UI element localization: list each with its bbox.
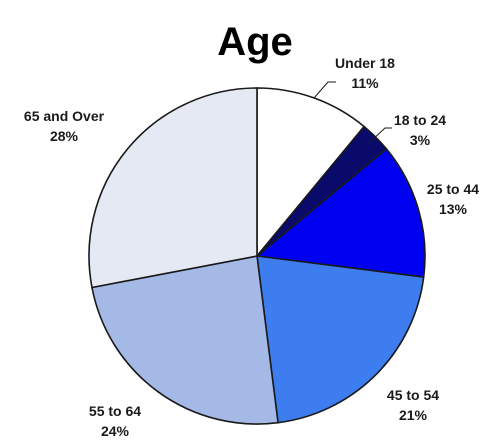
leader-lines — [313, 81, 392, 143]
pie-slice-under-18 — [256, 87, 366, 259]
slice-value-under-18: 11% — [351, 75, 379, 91]
slice-label-25-to-44: 25 to 44 — [427, 181, 479, 197]
pie-slice-65-and-over — [88, 87, 258, 289]
pie-slice-25-to-44 — [255, 147, 426, 278]
pie-slice-55-to-64 — [91, 255, 279, 425]
slice-label-55-to-64: 55 to 64 — [89, 403, 141, 419]
slice-value-18-to-24: 3% — [410, 132, 431, 148]
slice-value-65-and-over: 28% — [50, 128, 79, 144]
slice-labels: Under 18 11% 18 to 24 3% 25 to 44 13% 45… — [24, 55, 479, 439]
pie-slice-45-to-54 — [256, 255, 425, 424]
leader-line-under-18 — [313, 81, 336, 99]
slice-value-45-to-54: 21% — [399, 407, 428, 423]
slice-value-55-to-64: 24% — [101, 423, 130, 439]
pie-slices — [88, 87, 426, 425]
leader-line-18-to-24 — [369, 127, 392, 143]
slice-label-under-18: Under 18 — [335, 55, 395, 71]
slice-label-65-and-over: 65 and Over — [24, 108, 105, 124]
slice-value-25-to-44: 13% — [439, 201, 468, 217]
chart-title: Age — [217, 20, 293, 64]
slice-label-45-to-54: 45 to 54 — [387, 387, 439, 403]
slice-label-18-to-24: 18 to 24 — [394, 112, 446, 128]
